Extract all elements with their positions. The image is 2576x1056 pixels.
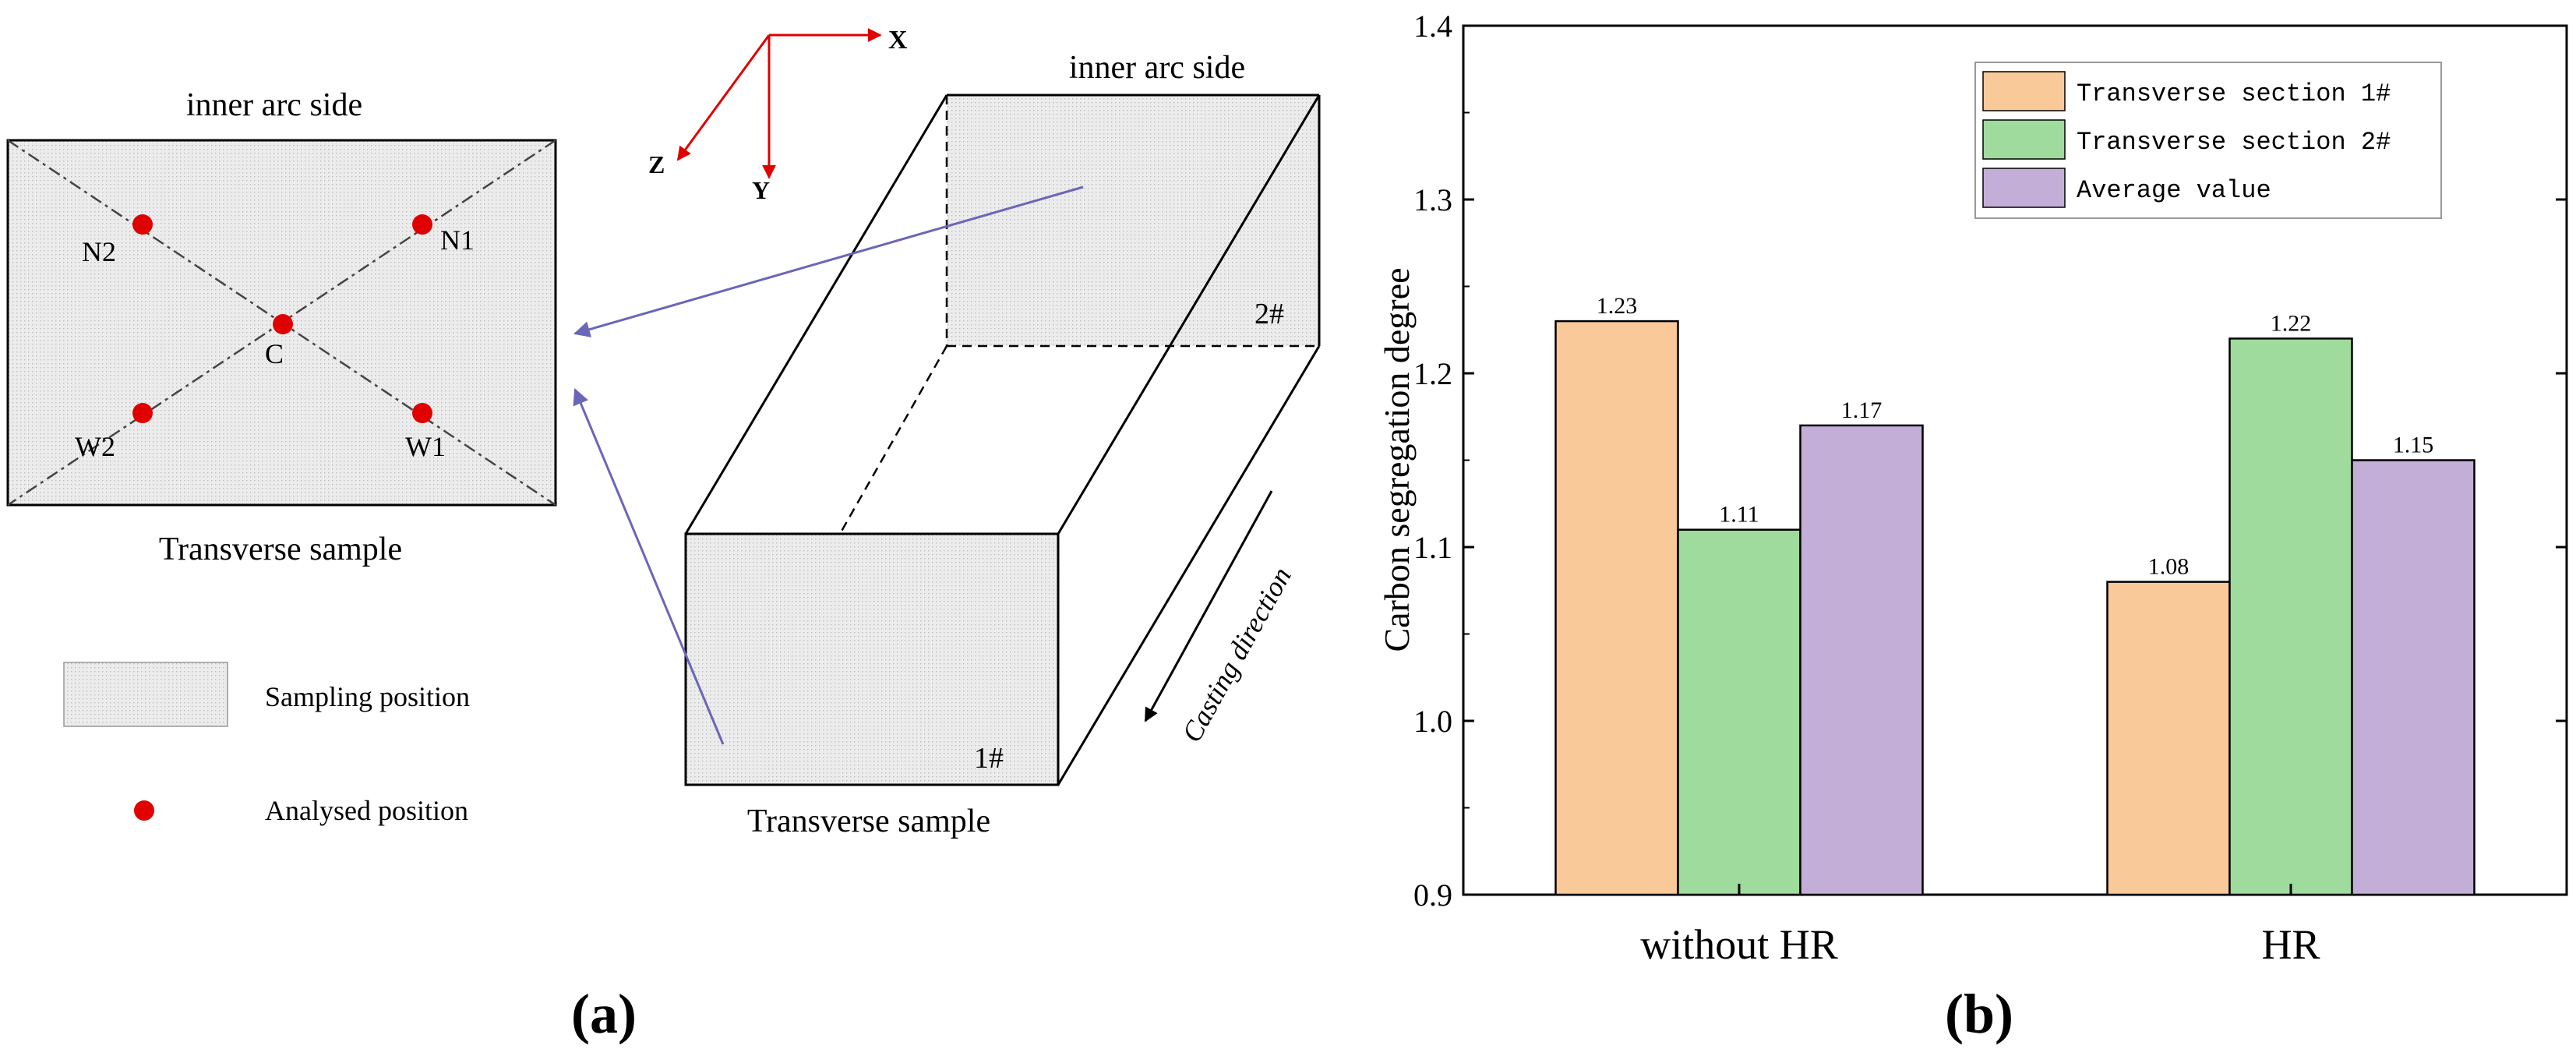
analysed-point-w2 (132, 403, 153, 423)
bar (1677, 528, 1801, 896)
analysed-point-c (273, 314, 293, 334)
y-tick-label: 0.9 (1413, 878, 1452, 913)
coordinate-axes: X Y Z (648, 26, 908, 204)
front-section-arrow (573, 388, 725, 745)
sample-top-label: inner arc side (186, 87, 362, 123)
sampling-position-swatch (63, 662, 228, 727)
sample-view: inner arc side N2 N1 C W2 W1 Transverse … (6, 87, 557, 567)
y-axis: 0.9 1.0 1.1 1.2 1.3 1.4 (1413, 9, 2567, 913)
y-tick-label: 1.0 (1413, 704, 1452, 739)
casting-direction-arrow (1144, 490, 1273, 722)
analysed-point-n1 (412, 214, 432, 235)
y-axis-label: Carbon segregation degree (1377, 267, 1417, 652)
panel-a-caption: (a) (571, 983, 637, 1045)
bar (2106, 581, 2231, 896)
section-1-label: 1# (974, 742, 1004, 775)
legend-swatch (1982, 119, 2066, 160)
y-tick-label: 1.2 (1413, 356, 1452, 391)
point-label-w1: W1 (405, 431, 446, 462)
front-section-face (684, 532, 1060, 786)
bar-value-label: 1.22 (2271, 310, 2312, 336)
y-tick-label: 1.1 (1413, 530, 1452, 565)
axis-z-label: Z (648, 150, 665, 178)
analysed-point-n2 (132, 214, 153, 235)
bar-value-label: 1.17 (1841, 397, 1883, 423)
chart-legend: Transverse section 1# Transverse section … (1974, 62, 2442, 219)
analysed-point-w1 (412, 403, 432, 423)
point-label-n2: N2 (82, 236, 116, 267)
point-label-n1: N1 (440, 224, 475, 256)
bar (1799, 424, 1924, 896)
block-view: inner arc side 2# 1# Casting direction T… (684, 50, 1321, 839)
panel-a-legend: Sampling position Analysed position (63, 662, 470, 826)
legend-label: Transverse section 2# (2077, 128, 2391, 157)
bar (2351, 459, 2475, 896)
section-2-label: 2# (1254, 298, 1284, 330)
analysed-position-label: Analysed position (265, 795, 468, 826)
x-tick-label: without HR (1640, 921, 1838, 968)
bar-chart: 1.23 1.11 1.17 1.08 1.22 1.15 0.9 1.0 1.1 1.2 1.3… (1377, 9, 2568, 1045)
y-tick-label: 1.3 (1413, 182, 1452, 217)
analysed-position-swatch (134, 800, 154, 821)
y-tick-label: 1.4 (1413, 9, 1452, 44)
axis-y-label: Y (752, 176, 770, 204)
axis-x-label: X (888, 26, 908, 55)
back-section-arrow (573, 185, 1084, 337)
point-label-w2: W2 (75, 431, 115, 462)
bar-value-label: 1.11 (1719, 502, 1759, 528)
block-bottom-label: Transverse sample (747, 803, 990, 839)
x-tick-label: HR (2261, 921, 2320, 968)
bar-value-label: 1.23 (1597, 293, 1638, 319)
bar (1554, 320, 1679, 896)
legend-swatch (1982, 71, 2066, 111)
legend-label: Transverse section 1# (2077, 79, 2391, 108)
sample-bottom-label: Transverse sample (159, 532, 402, 567)
legend-label: Average value (2077, 176, 2271, 205)
bars-layer: 1.23 1.11 1.17 1.08 1.22 1.15 (1554, 293, 2475, 896)
panel-b-caption: (b) (1945, 983, 2013, 1045)
panel-a: X Y Z inner arc side N2 N1 C W2 W1 Trans… (6, 26, 1321, 1045)
bar-value-label: 1.15 (2393, 433, 2434, 458)
bar (2228, 337, 2353, 896)
casting-direction-label: Casting direction (1176, 562, 1297, 747)
bar-value-label: 1.08 (2148, 554, 2190, 580)
point-label-c: C (265, 338, 284, 369)
back-section-face (947, 95, 1319, 346)
legend-swatch (1982, 168, 2066, 208)
sampling-position-label: Sampling position (265, 681, 470, 712)
block-top-label: inner arc side (1069, 50, 1245, 86)
x-axis: without HR HR (1640, 884, 2320, 968)
